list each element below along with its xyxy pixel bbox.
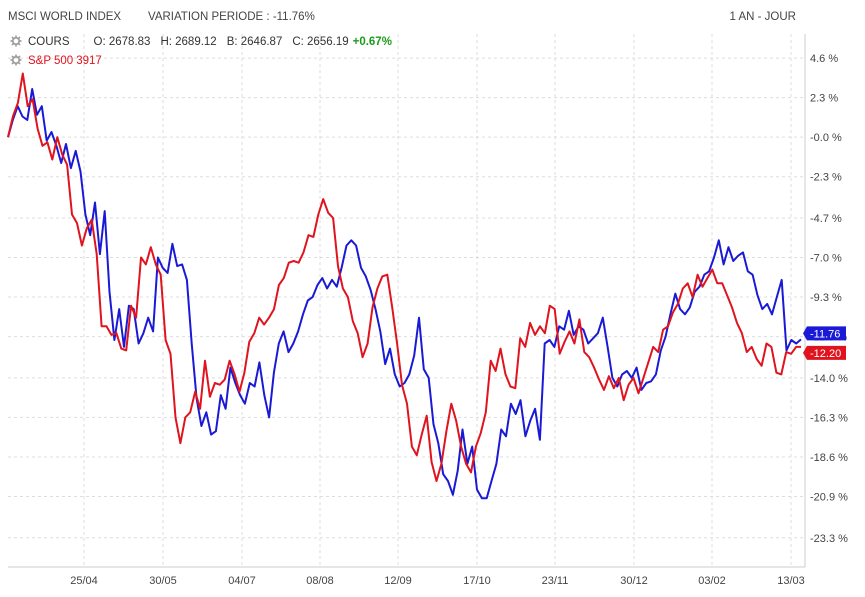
x-tick-label: 13/03: [777, 575, 805, 587]
period-variation: VARIATION PERIODE : -11.76%: [148, 11, 315, 23]
y-tick-labels: 4.6 % 2.3 % -0.0 % -2.3 % -4.7 % -7.0 % -9.3 %…: [810, 53, 848, 545]
period-selector[interactable]: 1 AN - JOUR: [729, 11, 796, 23]
high-value: H: 2689.12: [160, 36, 217, 48]
y-tick-label: -14.0 %: [810, 373, 848, 385]
x-tick-label: 03/02: [698, 575, 726, 587]
axis-layer: [8, 34, 806, 568]
x-tick-labels: 25/04 30/05 04/07 08/08 12/09 17/10 23/11 30/12…: [70, 575, 805, 587]
sp500-label: S&P 500: [28, 55, 74, 67]
x-tick-label: 30/05: [149, 575, 177, 587]
series-layer: [7, 72, 802, 500]
end-value-tags: -11.76 -12.20: [803, 326, 846, 360]
y-tick-label: -2.3 %: [810, 172, 842, 184]
x-tick-label: 30/12: [620, 575, 648, 587]
y-tick-label: -7.0 %: [810, 253, 842, 265]
y-tick-label: -16.3 %: [810, 412, 848, 424]
low-value: B: 2646.87: [226, 36, 283, 48]
legend-cours: COURS O: 2678.83 H: 2689.12 B: 2646.87 C: 26…: [10, 35, 392, 48]
x-tick-label: 08/08: [306, 575, 334, 587]
y-tick-label: -4.7 %: [810, 213, 842, 225]
end-tag-label: -11.76: [810, 328, 840, 340]
cours-label: COURS: [28, 36, 70, 48]
legend-sp500: S&P 500 3917: [10, 54, 102, 67]
y-tick-label: 4.6 %: [810, 53, 838, 65]
index-title: MSCI WORLD INDEX: [8, 11, 122, 23]
y-tick-label: -9.3 %: [810, 292, 842, 304]
y-tick-label: -23.3 %: [810, 533, 848, 545]
y-tick-label: 2.3 %: [810, 93, 838, 105]
sp500-series-line: [7, 72, 801, 482]
msci-end-tag: -11.76: [803, 326, 846, 341]
x-tick-label: 25/04: [70, 575, 98, 587]
end-tag-label: -12.20: [810, 348, 841, 360]
gear-icon[interactable]: [10, 35, 22, 47]
open-value: O: 2678.83: [93, 36, 151, 48]
y-tick-label: -0.0 %: [810, 132, 842, 144]
gear-icon[interactable]: [10, 54, 22, 66]
sp500-end-tag: -12.20: [803, 345, 846, 360]
x-tick-label: 17/10: [463, 575, 491, 587]
change-value: +0.67%: [352, 36, 392, 48]
grid-layer: [8, 34, 805, 567]
x-tick-label: 23/11: [542, 575, 569, 587]
sp500-value: 3917: [76, 55, 102, 67]
x-tick-label: 12/09: [384, 575, 412, 587]
close-value: C: 2656.19: [292, 36, 349, 48]
x-tick-label: 04/07: [228, 575, 256, 587]
y-tick-label: -18.6 %: [810, 452, 848, 464]
y-tick-label: -20.9 %: [810, 492, 848, 504]
chart-header: MSCI WORLD INDEX VARIATION PERIODE : -11…: [0, 0, 865, 34]
